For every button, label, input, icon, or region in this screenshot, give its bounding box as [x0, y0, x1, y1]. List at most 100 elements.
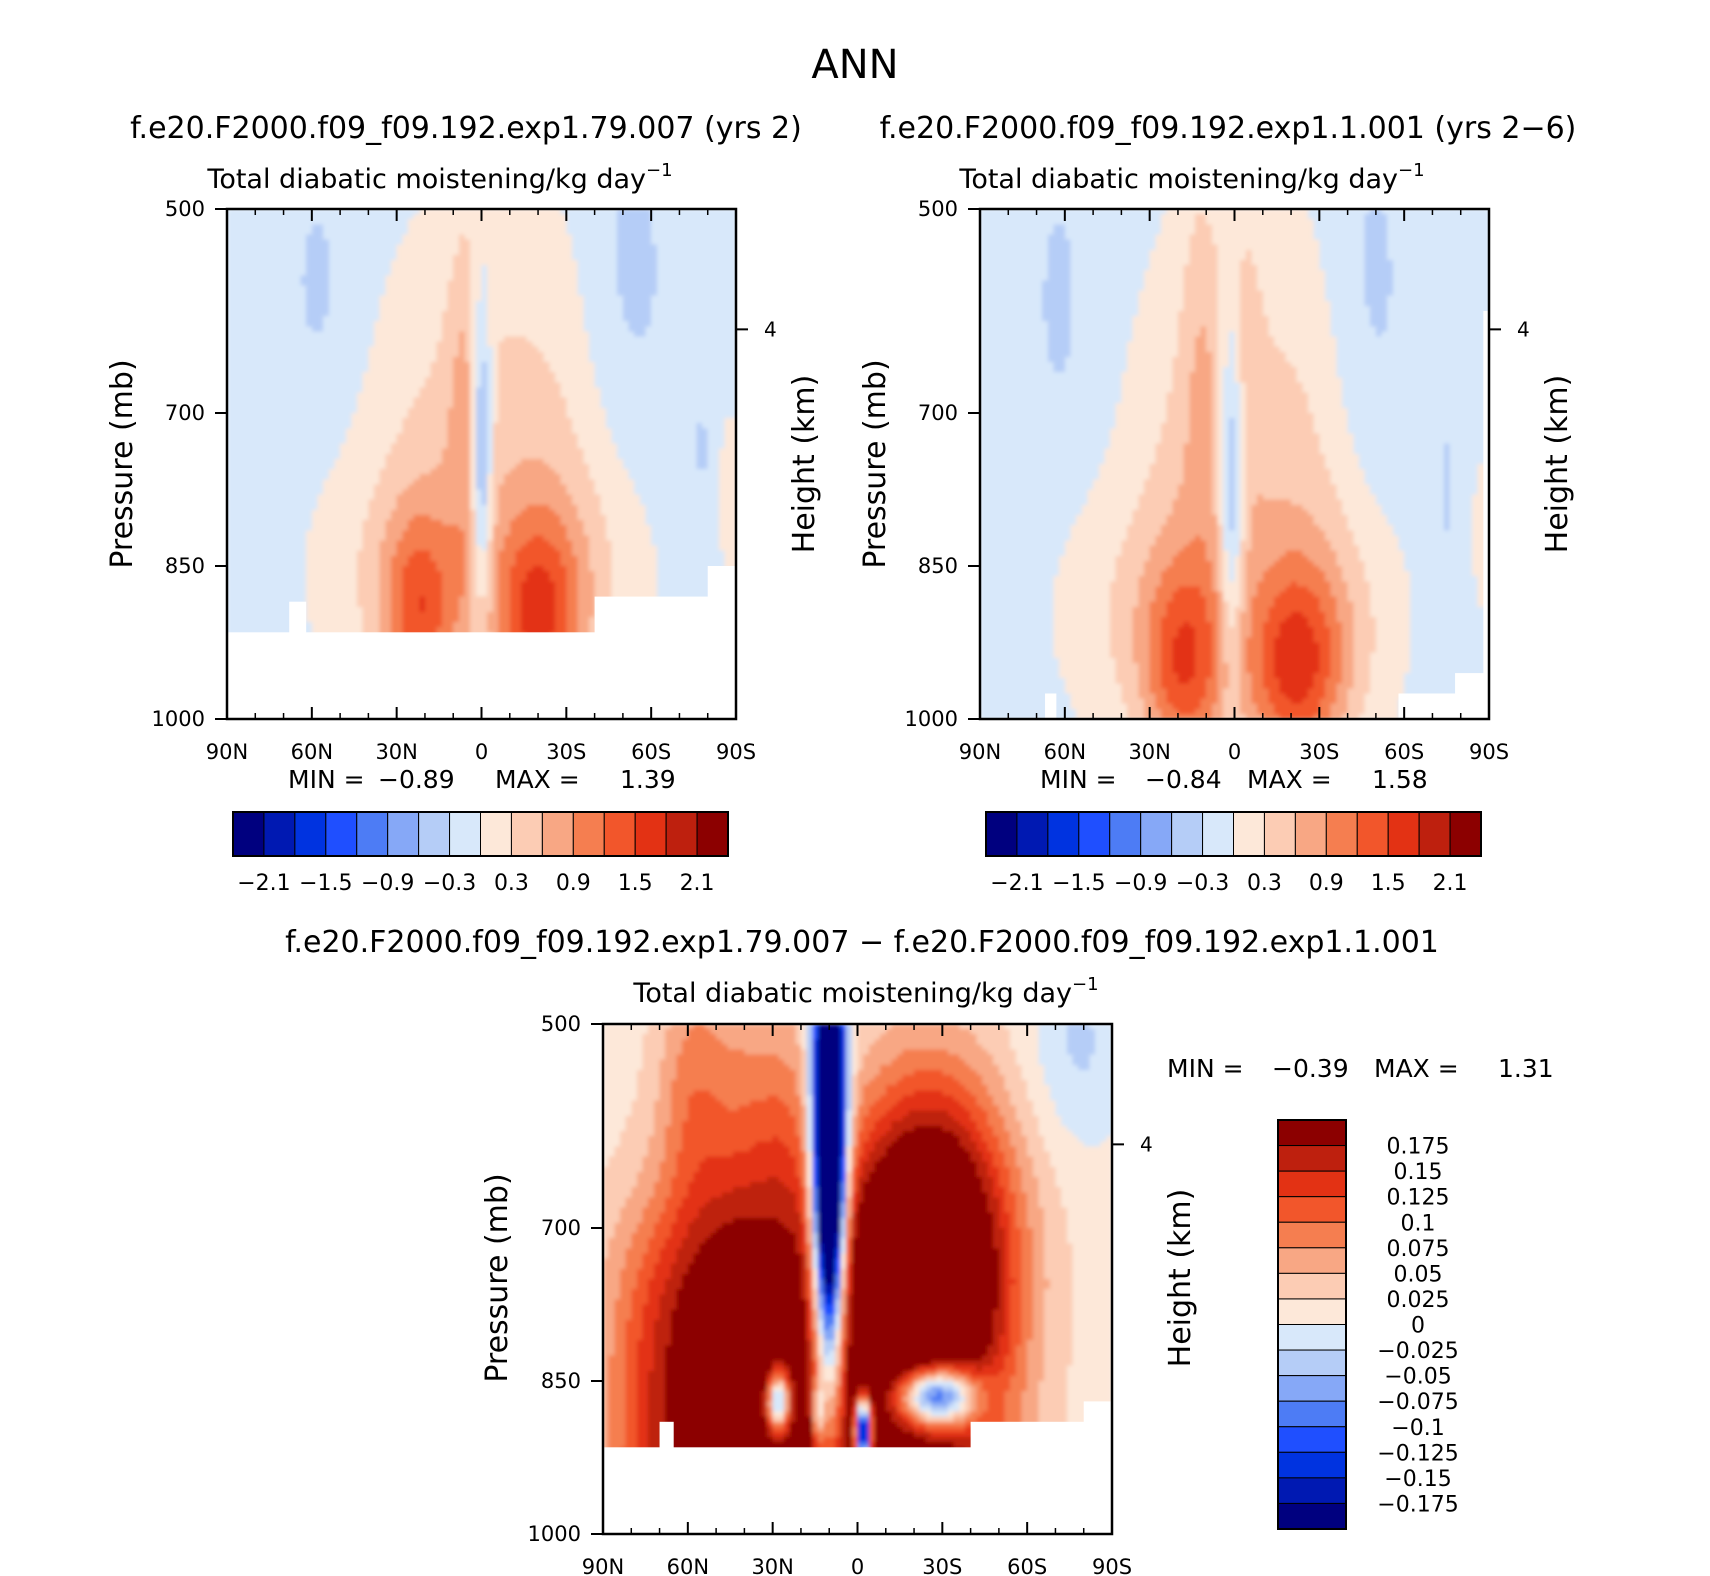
- field-cell: [277, 362, 285, 368]
- field-cell: [294, 397, 302, 404]
- field-cell: [357, 484, 364, 491]
- field-cell: [662, 418, 669, 424]
- field-cell: [345, 260, 353, 266]
- figure-title: ANN: [811, 42, 898, 88]
- field-cell: [255, 397, 262, 404]
- field-cell: [560, 249, 567, 256]
- field-cell: [458, 382, 466, 389]
- field-cell: [379, 224, 386, 230]
- field-cell: [651, 311, 658, 317]
- field-cell: [611, 219, 618, 225]
- field-cell: [227, 265, 234, 271]
- field-cell: [413, 254, 420, 261]
- field-cell: [385, 489, 392, 496]
- field-cell: [645, 295, 652, 302]
- field-cell: [526, 305, 533, 312]
- field-cell: [396, 397, 403, 404]
- field-cell: [605, 382, 613, 389]
- field-cell: [238, 326, 245, 332]
- field-cell: [300, 443, 307, 450]
- field-cell: [470, 275, 477, 281]
- field-cell: [628, 300, 635, 307]
- field-cell: [521, 336, 528, 343]
- field-cell: [436, 453, 443, 460]
- field-cell: [300, 356, 307, 363]
- field-cell: [492, 438, 500, 445]
- field-cell: [662, 382, 669, 389]
- field-cell: [232, 423, 239, 429]
- field-cell: [526, 209, 533, 215]
- field-cell: [656, 443, 664, 450]
- field-cell: [668, 224, 675, 230]
- field-cell: [453, 265, 460, 271]
- field-cell: [662, 351, 669, 358]
- field-cell: [702, 407, 709, 414]
- field-cell: [323, 469, 330, 475]
- field-cell: [645, 321, 652, 327]
- field-cell: [238, 311, 245, 317]
- field-cell: [424, 224, 432, 230]
- field-cell: [306, 448, 313, 455]
- field-cell: [538, 356, 545, 363]
- field-cell: [634, 362, 641, 368]
- field-cell: [515, 305, 522, 312]
- field-cell: [679, 214, 686, 220]
- field-cell: [243, 209, 251, 215]
- field-cell: [238, 443, 245, 450]
- field-cell: [555, 300, 562, 307]
- field-cell: [255, 469, 262, 475]
- field-cell: [634, 300, 641, 307]
- field-cell: [713, 290, 720, 297]
- field-cell: [306, 249, 313, 256]
- field-cell: [690, 234, 698, 241]
- field-cell: [611, 239, 618, 246]
- field-cell: [521, 351, 528, 358]
- field-cell: [622, 336, 630, 343]
- field-cell: [685, 341, 692, 348]
- field-cell: [357, 295, 364, 302]
- field-cell: [492, 336, 500, 343]
- field-cell: [634, 214, 641, 220]
- field-cell: [668, 474, 675, 480]
- field-cell: [243, 418, 251, 424]
- field-cell: [430, 316, 437, 322]
- field-cell: [702, 474, 709, 480]
- field-cell: [436, 290, 443, 297]
- field-cell: [588, 209, 596, 215]
- field-cell: [594, 351, 601, 358]
- field-cell: [588, 458, 596, 465]
- field-cell: [238, 489, 245, 496]
- field-cell: [492, 270, 500, 276]
- field-cell: [487, 448, 494, 455]
- field-cell: [555, 362, 562, 368]
- field-cell: [243, 331, 251, 338]
- field-cells: [227, 209, 736, 719]
- field-cell: [340, 254, 347, 261]
- field-cell: [243, 387, 251, 394]
- field-cell: [651, 209, 658, 215]
- field-cell: [696, 234, 703, 241]
- field-cell: [724, 433, 731, 440]
- field-cell: [639, 285, 647, 292]
- field-cell: [470, 453, 477, 460]
- field-cell: [260, 214, 268, 220]
- field-cell: [283, 448, 290, 455]
- field-cell: [651, 438, 658, 445]
- field-cell: [385, 367, 392, 373]
- field-cell: [645, 219, 652, 225]
- field-cell: [583, 397, 590, 404]
- field-cell: [436, 265, 443, 271]
- field-cell: [509, 331, 517, 338]
- field-cell: [560, 438, 567, 445]
- field-cell: [323, 326, 330, 332]
- field-cell: [402, 275, 409, 281]
- field-cell: [345, 382, 353, 389]
- field-cell: [509, 392, 517, 399]
- field-cell: [317, 285, 324, 292]
- field-cell: [730, 260, 736, 266]
- field-cell: [600, 280, 607, 287]
- field-cell: [368, 372, 375, 378]
- panel-1-subtitle-exp: −1: [646, 160, 673, 181]
- field-cell: [419, 469, 426, 475]
- field-cell: [407, 265, 415, 271]
